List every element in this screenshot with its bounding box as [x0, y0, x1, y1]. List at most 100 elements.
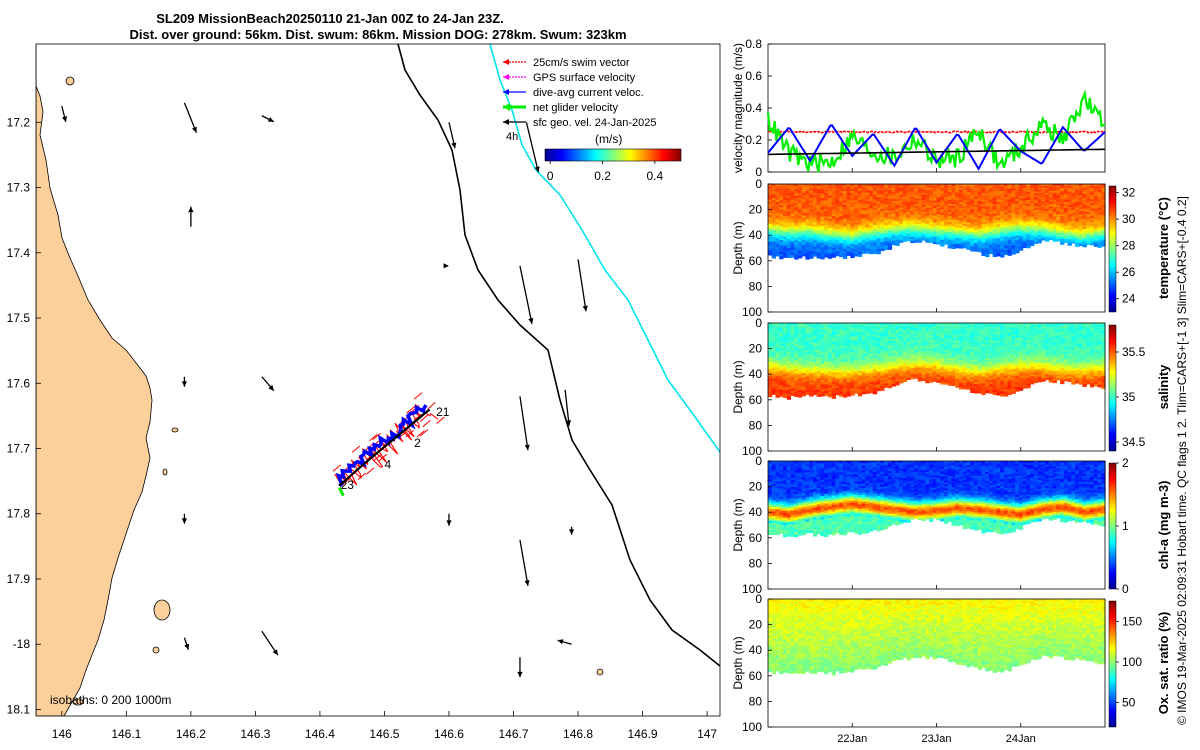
salinity-cell	[884, 327, 889, 330]
temperature-cell	[895, 241, 900, 244]
temperature-cell	[1093, 232, 1099, 236]
temperature-cell	[869, 216, 874, 220]
salinity-cell	[835, 372, 840, 376]
salinity-cell	[835, 345, 840, 349]
temperature-cell	[839, 245, 844, 249]
temperature-cell	[887, 245, 893, 248]
temperature-cell	[988, 251, 994, 255]
salinity-cell	[891, 344, 896, 348]
temperature-cell	[1090, 203, 1095, 206]
temperature-cell	[921, 226, 926, 229]
temperature-cell	[854, 224, 859, 228]
temperature-cell	[857, 220, 863, 224]
temperature-cell	[887, 208, 893, 212]
salinity-cell	[977, 351, 982, 355]
salinity-cell	[786, 370, 791, 374]
salinity-cell	[902, 372, 908, 375]
temperature-cell	[775, 244, 780, 248]
temperature-cell	[940, 236, 945, 239]
temperature-cell	[768, 243, 773, 247]
temperature-cell	[1022, 217, 1027, 221]
temperature-cell	[835, 226, 840, 230]
salinity-cell	[794, 362, 799, 365]
temperature-cell	[1052, 237, 1057, 240]
temperature-cell	[872, 188, 878, 192]
salinity-cell	[914, 369, 919, 372]
temperature-cell	[1015, 250, 1020, 254]
salinity-cell	[846, 391, 851, 395]
salinity-cell	[824, 341, 829, 344]
swim-vector-tick	[378, 453, 388, 462]
salinity-cell	[835, 349, 840, 353]
temperature-cell	[940, 242, 945, 245]
temperature-cell	[936, 195, 941, 198]
salinity-cell	[831, 337, 836, 341]
temperature-cell	[1007, 250, 1012, 254]
temperature-cell	[1082, 236, 1087, 240]
salinity-cell	[779, 361, 784, 365]
temperature-cell	[1063, 185, 1069, 189]
temperature-cell	[947, 243, 952, 247]
temperature-cell	[1090, 216, 1095, 219]
temperature-cell	[775, 208, 780, 212]
temperature-cell	[801, 195, 806, 198]
salinity-cell	[940, 355, 945, 358]
salinity-cell	[940, 372, 945, 375]
salinity-cell	[944, 349, 949, 353]
salinity-cell	[831, 348, 836, 352]
salinity-cell	[910, 336, 915, 340]
island	[65, 76, 75, 86]
temperature-cell	[783, 254, 788, 258]
salinity-cell	[902, 377, 908, 381]
salinity-cell	[899, 341, 904, 345]
temperature-cell	[1067, 227, 1072, 231]
temperature-cell	[1018, 219, 1024, 222]
temperature-cell	[831, 202, 836, 206]
salinity-cell	[973, 340, 979, 344]
velocity-y-tick-label: 0.8	[745, 37, 762, 51]
salinity-cell	[842, 327, 848, 331]
temperature-cell	[1052, 212, 1057, 215]
temperature-cell	[835, 195, 840, 198]
salinity-cell	[895, 328, 900, 332]
salinity-cell	[846, 384, 851, 388]
temperature-cell	[786, 243, 791, 247]
salinity-cell	[929, 365, 934, 368]
temperature-cell	[1011, 234, 1016, 238]
temperature-cell	[805, 193, 810, 197]
temperature-cell	[887, 247, 893, 250]
salinity-cell	[771, 336, 776, 340]
salinity-cell	[827, 339, 833, 342]
temperature-cell	[1000, 220, 1005, 224]
temperature-cell	[1041, 196, 1046, 199]
temperature-cell	[1033, 239, 1039, 242]
temperature-cell	[1060, 240, 1065, 243]
temperature-cell	[835, 217, 840, 221]
salinity-cell	[771, 331, 776, 335]
temperature-cell	[940, 220, 945, 224]
salinity-cell	[977, 368, 982, 372]
temperature-cell	[827, 251, 833, 255]
salinity-cell	[910, 333, 915, 336]
temperature-cell	[794, 207, 799, 211]
temperature-cell	[977, 245, 982, 249]
temperature-cell	[880, 192, 885, 195]
temperature-cell	[1045, 185, 1050, 189]
temperature-cell	[854, 190, 859, 194]
temperature-cell	[775, 251, 780, 255]
salinity-cell	[839, 339, 844, 342]
temperature-cell	[820, 209, 825, 213]
salinity-cell	[929, 378, 934, 381]
salinity-cell	[794, 355, 799, 358]
temperature-cell	[891, 191, 896, 195]
temperature-cell	[1056, 215, 1061, 219]
temperature-cell	[977, 224, 982, 227]
temperature-cell	[880, 202, 885, 206]
temperature-cell	[929, 236, 934, 240]
temperature-cell	[1060, 238, 1065, 242]
salinity-cell	[775, 383, 780, 387]
temperature-cell	[786, 190, 791, 194]
temperature-cell	[1101, 226, 1106, 230]
